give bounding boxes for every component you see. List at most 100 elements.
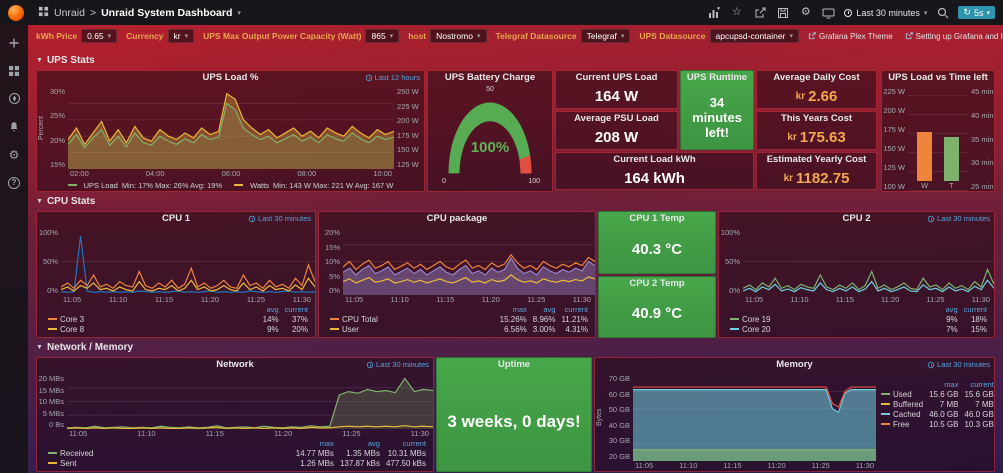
variable-value-dropdown[interactable]: 865 ▾ (365, 29, 400, 43)
axis-tick-label: 150 W (883, 144, 905, 153)
axis-tick-label: 11:25 (342, 429, 361, 438)
legend-value: 15.6 GB (964, 390, 994, 399)
question-mark-icon: ? (8, 176, 20, 189)
legend-column-header[interactable]: current (402, 439, 426, 448)
row-header-network-memory[interactable]: ▼ Network / Memory (36, 340, 995, 354)
grafana-logo[interactable] (8, 4, 24, 21)
chevron-down-icon: ▾ (789, 33, 793, 40)
legend-series[interactable]: Free (878, 420, 926, 430)
panel-title[interactable]: CPU 1 (162, 213, 190, 224)
cpu-1-graph[interactable] (61, 228, 315, 295)
cpu-2-graph[interactable] (743, 228, 994, 295)
panel-title[interactable]: UPS Runtime (686, 72, 748, 83)
cycle-view-monitor-icon[interactable] (821, 5, 836, 20)
bar-W[interactable] (917, 132, 933, 181)
legend-series[interactable]: User (327, 325, 497, 335)
alerting-bell-icon[interactable] (7, 119, 22, 134)
legend-column-header[interactable]: max (319, 439, 334, 448)
settings-gear-icon[interactable]: ⚙ (8, 147, 20, 162)
refresh-picker[interactable]: ↻ 5s ▾ (958, 6, 995, 19)
breadcrumb-title[interactable]: Unraid System Dashboard (101, 6, 233, 19)
time-range-picker[interactable]: Last 30 minutes ▾ (844, 8, 927, 18)
bar-T[interactable] (943, 136, 959, 181)
create-plus-icon[interactable] (7, 35, 22, 50)
legend-series[interactable]: Received (45, 449, 293, 459)
chevron-down-icon[interactable]: ▾ (237, 9, 241, 17)
variable-value-dropdown[interactable]: apcupsd-container ▾ (709, 29, 799, 43)
link-ups-monitoring-guide[interactable]: Setting up Grafana and InfluxDB for UPS … (905, 32, 1003, 41)
variable-value-dropdown[interactable]: Telegraf ▾ (580, 29, 631, 43)
row-header-ups-stats[interactable]: ▼ UPS Stats (36, 53, 995, 67)
legend-column-header[interactable]: max (944, 380, 959, 389)
legend-value: 14.77 MBs (295, 449, 334, 458)
legend-series[interactable]: Core 3 (45, 315, 260, 325)
legend-value: 7 MB (939, 400, 959, 409)
dashboard-settings-gear-icon[interactable]: ⚙ (800, 6, 811, 18)
panel-title[interactable]: Estimated Yearly Cost (766, 154, 867, 165)
panel-title[interactable]: Uptime (497, 359, 531, 370)
ups-load-graph[interactable] (68, 87, 394, 169)
legend-series[interactable]: Watts Min: 143 W Max: 221 W Avg: 167 W (234, 181, 393, 190)
variable-value-dropdown[interactable]: Nostromo ▾ (430, 29, 487, 43)
panel-title[interactable]: Average PSU Load (574, 113, 659, 124)
legend-column-header[interactable]: max (512, 305, 527, 314)
panel-title[interactable]: Memory (776, 359, 813, 370)
legend-series[interactable]: CPU Total (327, 315, 497, 325)
y-axis-left: 70 GB 60 GB 50 GB 40 GB 30 GB 20 GB (604, 374, 633, 461)
panel-title[interactable]: Current Load kWh (613, 154, 696, 165)
zoom-out-icon[interactable] (935, 5, 950, 20)
panel-title[interactable]: CPU 1 Temp (629, 213, 685, 224)
legend-column-header[interactable]: current (963, 305, 987, 314)
panel-title[interactable]: UPS Load vs Time left (888, 72, 988, 83)
legend-column-header[interactable]: avg (543, 305, 556, 314)
row-header-cpu-stats[interactable]: ▼ CPU Stats (36, 194, 995, 208)
legend-column-header[interactable]: avg (945, 305, 958, 314)
legend-column-header[interactable]: current (284, 305, 308, 314)
panel-title[interactable]: UPS Load % (202, 72, 259, 83)
series-color-swatch (330, 328, 339, 331)
legend-series[interactable]: Core 19 (727, 315, 943, 325)
legend-series[interactable]: UPS Load Min: 17% Max: 26% Avg: 19% (67, 181, 222, 190)
variable-value-dropdown[interactable]: 0.65 ▾ (81, 29, 118, 43)
panel-title[interactable]: CPU 2 Temp (629, 277, 685, 289)
legend-column-header[interactable]: avg (266, 305, 279, 314)
explore-compass-icon[interactable] (7, 91, 22, 106)
panel-title[interactable]: This Years Cost (780, 113, 853, 124)
legend-series[interactable]: Sent (45, 459, 293, 469)
currency-prefix: kr (787, 132, 797, 143)
series-color-swatch (330, 318, 339, 321)
panel-title[interactable]: Network (216, 359, 254, 370)
panel-title[interactable]: CPU 2 (842, 213, 871, 224)
help-icon[interactable]: ? (7, 175, 22, 190)
share-icon[interactable] (752, 5, 767, 20)
legend-series[interactable]: Cached (878, 410, 926, 420)
add-panel-icon[interactable] (706, 5, 721, 20)
chevron-down-icon: ▾ (986, 9, 990, 17)
legend-series[interactable]: Buffered (878, 400, 926, 410)
panel-title[interactable]: CPU package (426, 213, 488, 224)
dashboards-icon[interactable] (7, 63, 22, 78)
legend-column-header[interactable]: avg (367, 439, 380, 448)
variable-value-dropdown[interactable]: kr ▾ (167, 29, 195, 43)
legend-series[interactable]: Core 8 (45, 325, 260, 335)
gauge-min-label: 0 (442, 178, 446, 185)
breadcrumb-folder[interactable]: Unraid (54, 6, 85, 19)
legend-column-header[interactable]: current (970, 380, 994, 389)
panel-cpu-package: CPU package 20% 15% 10% 5% 0% 11:05 11:10 11:1… (318, 211, 596, 338)
memory-graph[interactable] (633, 374, 876, 461)
panel-title[interactable]: UPS Battery Charge (444, 72, 536, 83)
cpu-package-graph[interactable] (343, 228, 595, 295)
legend-column-header[interactable]: current (564, 305, 588, 314)
legend-series[interactable]: Core 20 (727, 325, 943, 335)
legend-value: 46.0 GB (929, 410, 959, 419)
save-icon[interactable] (775, 5, 790, 20)
network-graph[interactable] (67, 374, 433, 429)
link-grafana-plex-theme[interactable]: Grafana Plex Theme (808, 32, 893, 41)
star-icon[interactable]: ☆ (731, 6, 742, 18)
panel-title[interactable]: Current UPS Load (575, 72, 658, 83)
x-axis: 11:05 11:10 11:15 11:20 11:25 11:30 (69, 429, 429, 439)
legend-series[interactable]: Used (878, 390, 926, 400)
legend-value: 10.3 GB (964, 420, 994, 429)
panel-title[interactable]: Average Daily Cost (773, 72, 860, 83)
